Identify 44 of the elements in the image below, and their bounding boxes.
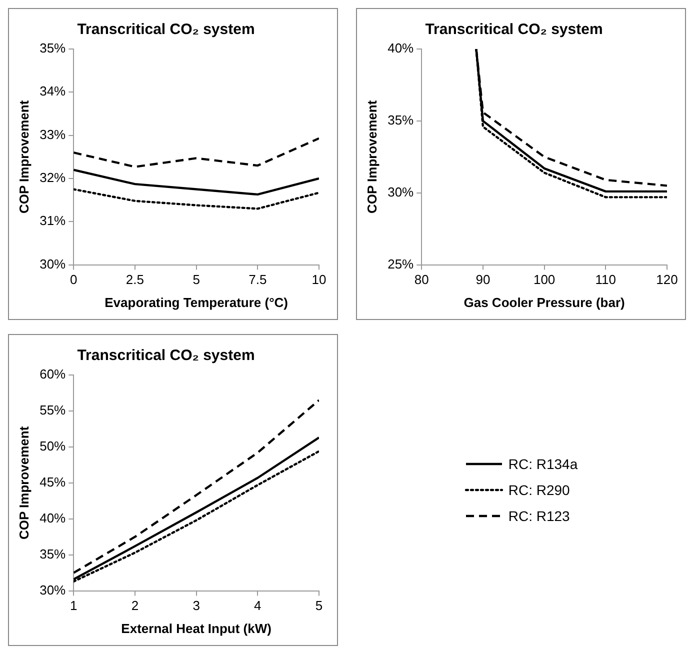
x-tick-label: 90 <box>476 272 490 288</box>
y-axis-title: COP Improvement <box>16 426 32 540</box>
y-tick-label: 30% <box>40 256 66 272</box>
x-tick-label: 10 <box>312 272 326 288</box>
x-tick-label: 120 <box>656 272 678 288</box>
x-tick-label: 5 <box>192 272 200 288</box>
y-tick-label: 40% <box>388 40 414 56</box>
y-tick-label: 31% <box>40 213 66 228</box>
y-tick-label: 30% <box>388 184 414 200</box>
x-axis-title: Evaporating Temperature (°C) <box>104 294 288 310</box>
x-tick-label: 4 <box>254 598 262 614</box>
y-tick-label: 30% <box>40 582 66 598</box>
y-tick-label: 25% <box>388 256 414 272</box>
chart-title: Transcritical CO₂ system <box>77 347 255 364</box>
y-tick-label: 40% <box>40 510 66 526</box>
y-tick-label: 45% <box>40 474 66 490</box>
legend-label: RC: R134a <box>508 456 578 472</box>
x-tick-label: 0 <box>70 272 78 288</box>
chart-title: Transcritical CO₂ system <box>425 21 603 38</box>
legend-label: RC: R123 <box>508 508 570 524</box>
legend-label: RC: R290 <box>508 482 570 498</box>
y-tick-label: 32% <box>40 170 66 186</box>
x-tick-label: 80 <box>414 272 429 288</box>
y-tick-label: 33% <box>40 126 66 142</box>
x-tick-label: 110 <box>595 272 616 288</box>
x-tick-label: 7.5 <box>248 272 267 288</box>
y-tick-label: 35% <box>40 40 66 56</box>
y-tick-label: 35% <box>40 546 66 562</box>
x-tick-label: 1 <box>70 598 78 614</box>
y-axis-title: COP Improvement <box>364 100 380 214</box>
x-tick-label: 2.5 <box>126 272 144 288</box>
y-axis-title: COP Improvement <box>16 100 32 214</box>
chart-title: Transcritical CO₂ system <box>77 21 255 38</box>
y-tick-label: 34% <box>40 84 66 99</box>
x-tick-label: 100 <box>533 272 556 288</box>
x-axis-title: External Heat Input (kW) <box>121 620 272 636</box>
y-tick-label: 50% <box>40 438 66 454</box>
x-tick-label: 3 <box>192 598 200 614</box>
y-tick-label: 35% <box>388 112 414 128</box>
x-tick-label: 2 <box>131 598 139 614</box>
y-tick-label: 55% <box>40 402 66 418</box>
x-axis-title: Gas Cooler Pressure (bar) <box>464 294 625 310</box>
x-tick-label: 5 <box>315 598 323 614</box>
y-tick-label: 60% <box>40 366 66 382</box>
